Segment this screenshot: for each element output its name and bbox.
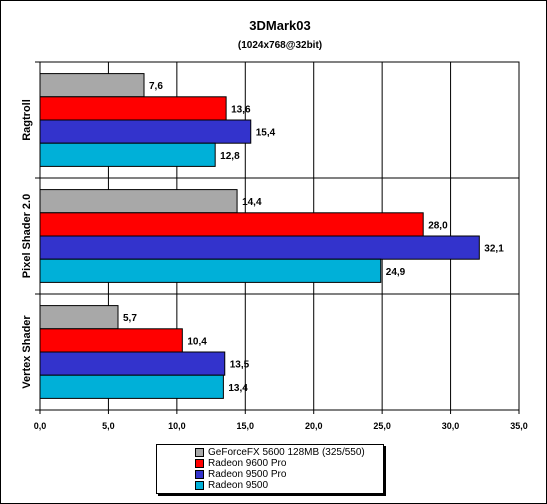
x-tick-label: 10,0: [168, 421, 186, 431]
x-tick-label: 0,0: [34, 421, 47, 431]
bars: 7,6 13,6 15,4 12,8 14,4 28,0 32,1 24,9 5,7 10,4 13…: [39, 73, 504, 399]
legend-swatch: [195, 470, 204, 479]
legend-label: Radeon 9500: [208, 480, 269, 491]
x-tick-label: 30,0: [442, 421, 460, 431]
bar: [39, 258, 382, 283]
x-tick-label: 5,0: [102, 421, 115, 431]
legend: GeForceFX 5600 128MB (325/550) Radeon 960…: [156, 444, 384, 494]
legend-item: Radeon 9600 Pro: [157, 458, 383, 469]
data-label: 5,7: [123, 313, 137, 324]
data-label: 32,1: [484, 244, 504, 255]
legend-item: Radeon 9500: [157, 480, 383, 491]
category-labels: Ragtroll Pixel Shader 2.0 Vertex Shader: [21, 99, 33, 388]
legend-swatch: [195, 481, 204, 490]
data-label: 13,4: [228, 383, 248, 394]
bar: [39, 96, 227, 121]
x-tick-label: 20,0: [305, 421, 323, 431]
chart-title: 3DMark03: [249, 18, 310, 33]
data-label: 13,5: [230, 360, 250, 371]
legend-item: Radeon 9500 Pro: [157, 469, 383, 480]
bar: [39, 305, 119, 330]
bar: [39, 328, 183, 353]
x-tick-label: 25,0: [373, 421, 391, 431]
data-label: 10,4: [187, 336, 207, 347]
bar: [39, 189, 238, 214]
x-axis-ticks: 0,0 5,0 10,0 15,0 20,0 25,0 30,0 35,0: [34, 61, 528, 431]
category-label: Ragtroll: [21, 99, 33, 141]
bar: [39, 212, 424, 237]
data-label: 12,8: [220, 151, 240, 162]
data-label: 13,6: [231, 104, 251, 115]
data-label: 28,0: [428, 220, 448, 231]
legend-label: GeForceFX 5600 128MB (325/550): [208, 447, 365, 458]
bar: [39, 73, 145, 98]
legend-label: Radeon 9600 Pro: [208, 458, 287, 469]
bar: [39, 142, 216, 167]
legend-swatch: [195, 459, 204, 468]
x-tick-label: 15,0: [237, 421, 255, 431]
x-tick-label: 35,0: [510, 421, 528, 431]
bar: [39, 351, 226, 376]
data-label: 7,6: [149, 81, 163, 92]
legend-item: GeForceFX 5600 128MB (325/550): [157, 447, 383, 458]
bar: [39, 119, 252, 144]
bar: [39, 374, 224, 399]
data-label: 24,9: [386, 267, 406, 278]
bar: [39, 235, 480, 260]
category-label: Pixel Shader 2.0: [21, 194, 33, 278]
data-label: 15,4: [256, 128, 276, 139]
legend-label: Radeon 9500 Pro: [208, 469, 287, 480]
chart-subtitle: (1024x768@32bit): [238, 40, 322, 51]
category-label: Vertex Shader: [21, 315, 33, 389]
data-label: 14,4: [242, 197, 262, 208]
legend-swatch: [195, 448, 204, 457]
